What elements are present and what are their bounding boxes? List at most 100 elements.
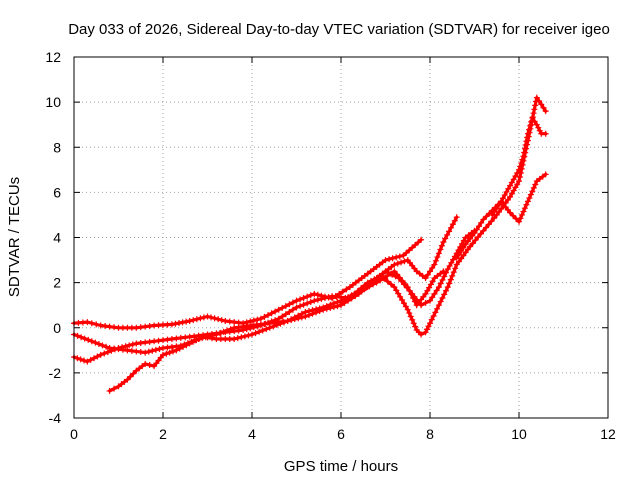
data-point	[217, 329, 224, 336]
data-point	[388, 281, 395, 288]
data-point	[516, 166, 522, 173]
data-point	[311, 297, 318, 304]
data-point	[381, 275, 388, 282]
data-point	[411, 265, 418, 272]
data-point	[152, 346, 159, 353]
data-point	[351, 290, 358, 297]
data-point	[182, 334, 189, 341]
data-point	[293, 297, 300, 304]
data-point	[215, 316, 222, 323]
data-point	[200, 314, 207, 321]
data-point	[434, 305, 441, 312]
data-point	[361, 272, 368, 279]
data-point	[478, 219, 485, 226]
data-point	[542, 130, 549, 137]
data-point	[531, 118, 538, 125]
data-point	[529, 114, 536, 121]
data-point	[516, 218, 522, 225]
data-point	[428, 316, 435, 323]
data-point	[507, 193, 514, 200]
data-point	[311, 290, 318, 297]
data-point	[451, 217, 458, 224]
data-point	[368, 277, 375, 284]
data-point	[401, 258, 408, 265]
data-point	[512, 184, 519, 191]
data-point	[261, 321, 268, 328]
data-point	[403, 249, 410, 256]
data-point	[157, 354, 164, 361]
data-point	[270, 323, 277, 330]
data-point	[498, 198, 505, 205]
data-point	[439, 276, 446, 283]
data-point	[101, 350, 108, 357]
data-point	[393, 287, 400, 294]
data-point	[300, 301, 307, 308]
data-point	[530, 110, 537, 117]
data-point	[186, 317, 193, 324]
data-point	[475, 223, 482, 230]
data-point	[460, 244, 467, 251]
data-point	[389, 255, 396, 262]
data-point	[104, 349, 111, 356]
data-point	[297, 303, 304, 310]
data-point	[373, 279, 380, 286]
data-point	[531, 106, 538, 113]
data-point	[532, 181, 539, 188]
data-point	[432, 257, 439, 264]
data-point	[458, 248, 465, 255]
data-point	[281, 319, 288, 326]
data-point	[279, 304, 286, 311]
data-point	[307, 299, 314, 306]
chart-title: Day 033 of 2026, Sidereal Day-to-day VTE…	[68, 21, 610, 38]
data-point	[407, 313, 414, 320]
data-point	[74, 355, 81, 362]
data-point	[440, 239, 447, 246]
data-point	[87, 356, 94, 363]
data-point	[516, 174, 523, 181]
data-point	[501, 192, 508, 199]
data-point	[450, 256, 457, 263]
data-point	[536, 97, 543, 104]
data-point	[498, 205, 505, 212]
data-point	[78, 334, 85, 341]
y-tick-label: 2	[53, 275, 61, 291]
data-point	[427, 297, 433, 304]
data-point	[275, 306, 282, 313]
data-point	[88, 338, 95, 345]
data-point	[272, 308, 279, 315]
data-point	[382, 268, 389, 275]
data-point	[208, 335, 215, 342]
series-trace-7	[489, 114, 549, 218]
y-axis-label: SDTVAR / TECUs	[6, 177, 23, 297]
data-point	[485, 221, 492, 228]
data-point	[129, 341, 136, 348]
data-point	[354, 288, 361, 295]
data-point	[438, 242, 445, 249]
data-point	[444, 266, 451, 273]
data-point	[447, 276, 454, 283]
data-point	[394, 260, 401, 267]
data-point	[286, 308, 293, 315]
data-point	[472, 237, 479, 244]
data-point	[404, 284, 411, 291]
data-point	[406, 247, 413, 254]
data-point	[366, 283, 373, 290]
data-point	[238, 334, 245, 341]
data-point	[218, 317, 225, 324]
data-point	[453, 214, 460, 221]
data-point	[527, 191, 534, 198]
data-point	[435, 302, 442, 309]
data-point	[145, 348, 152, 355]
data-point	[259, 327, 266, 334]
data-point	[483, 224, 490, 231]
data-point	[127, 373, 134, 380]
data-point	[288, 316, 295, 323]
data-point	[396, 253, 403, 260]
data-point	[325, 294, 332, 301]
data-point	[93, 321, 100, 328]
data-point	[462, 249, 469, 256]
data-point	[289, 306, 296, 313]
data-point	[446, 228, 453, 235]
y-tick-label: -2	[49, 365, 62, 381]
